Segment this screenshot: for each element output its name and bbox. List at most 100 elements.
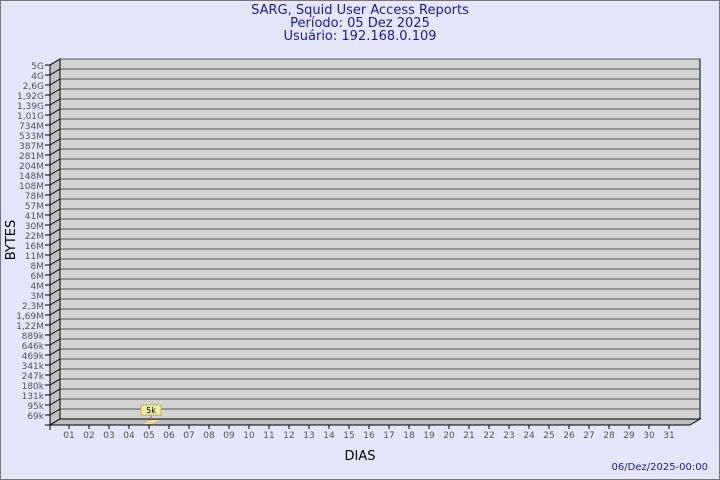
chart-subtitle-period: Período: 05 Dez 2025 bbox=[290, 16, 430, 31]
y-tick-label: 281M bbox=[19, 152, 44, 162]
y-tick-label: 148M bbox=[19, 172, 44, 182]
y-tick-label: 78M bbox=[25, 192, 44, 202]
x-tick-label: 24 bbox=[523, 431, 535, 441]
x-tick-label: 13 bbox=[303, 431, 314, 441]
y-tick-label: 180k bbox=[22, 382, 45, 392]
gridline-side bbox=[49, 158, 61, 166]
gridline-side bbox=[49, 338, 61, 346]
gridline-side bbox=[49, 298, 61, 306]
gridline-side bbox=[49, 148, 61, 156]
bar-day-05 bbox=[143, 420, 159, 424]
y-tick-label: 5G bbox=[31, 62, 44, 72]
y-tick-label: 533M bbox=[19, 132, 44, 142]
x-tick-label: 02 bbox=[83, 431, 94, 441]
y-tick-label: 8M bbox=[31, 262, 45, 272]
gridline-side bbox=[49, 138, 61, 146]
x-tick-label: 29 bbox=[623, 431, 635, 441]
y-tick-label: 69k bbox=[27, 412, 44, 422]
gridline-side bbox=[49, 358, 61, 366]
x-axis-label: DIAS bbox=[345, 449, 376, 464]
x-tick-label: 19 bbox=[423, 431, 435, 441]
y-tick-label: 247k bbox=[22, 372, 45, 382]
gridline-side bbox=[49, 198, 61, 206]
x-tick-label: 06 bbox=[163, 431, 175, 441]
chart-title: SARG, Squid User Access Reports bbox=[251, 3, 469, 18]
gridline-side bbox=[49, 228, 61, 236]
gridline-side bbox=[49, 168, 61, 176]
y-tick-label: 2,3M bbox=[22, 302, 44, 312]
gridline-side bbox=[49, 398, 61, 406]
y-tick-label: 1,69M bbox=[16, 312, 44, 322]
x-tick-label: 18 bbox=[403, 431, 415, 441]
y-tick-label: 108M bbox=[19, 182, 44, 192]
x-tick-label: 15 bbox=[343, 431, 354, 441]
y-tick-label: 469k bbox=[22, 352, 45, 362]
x-tick-label: 08 bbox=[203, 431, 215, 441]
x-tick-label: 30 bbox=[643, 431, 655, 441]
gridline-side bbox=[49, 178, 61, 186]
gridline-side bbox=[49, 238, 61, 246]
gridline-side bbox=[49, 388, 61, 396]
gridline-side bbox=[49, 128, 61, 136]
gridline-side bbox=[49, 98, 61, 106]
y-tick-label: 11M bbox=[25, 252, 44, 262]
y-tick-label: 57M bbox=[25, 202, 44, 212]
y-tick-label: 1,01G bbox=[17, 112, 44, 122]
x-tick-label: 27 bbox=[583, 431, 594, 441]
chart-subtitle-user: Usuário: 192.168.0.109 bbox=[283, 29, 437, 44]
gridline-side bbox=[49, 108, 61, 116]
y-tick-label: 387M bbox=[19, 142, 44, 152]
footer-timestamp: 06/Dez/2025-00:00 bbox=[612, 462, 708, 473]
y-tick-label: 131k bbox=[22, 392, 45, 402]
x-tick-label: 31 bbox=[663, 431, 674, 441]
x-tick-label: 20 bbox=[443, 431, 455, 441]
gridline-side bbox=[49, 68, 61, 76]
gridline-side bbox=[49, 368, 61, 376]
y-tick-label: 734M bbox=[19, 122, 44, 132]
gridline-side bbox=[49, 288, 61, 296]
gridline-side bbox=[49, 278, 61, 286]
data-label-box bbox=[140, 404, 162, 416]
y-axis-label: BYTES bbox=[4, 220, 19, 261]
x-tick-label: 11 bbox=[263, 431, 274, 441]
y-tick-label: 3M bbox=[31, 292, 45, 302]
gridline-side bbox=[49, 328, 61, 336]
x-tick-label: 12 bbox=[283, 431, 294, 441]
y-tick-label: 1,22M bbox=[16, 322, 44, 332]
data-label: 5k bbox=[146, 406, 156, 415]
gridline-side bbox=[49, 88, 61, 96]
x-tick-label: 28 bbox=[603, 431, 615, 441]
x-tick-label: 04 bbox=[123, 431, 135, 441]
x-tick-label: 10 bbox=[243, 431, 255, 441]
gridline-side bbox=[49, 378, 61, 386]
x-tick-label: 09 bbox=[223, 431, 235, 441]
x-tick-label: 25 bbox=[543, 431, 554, 441]
gridline-side bbox=[49, 268, 61, 276]
gridline-side bbox=[49, 188, 61, 196]
gridline-side bbox=[49, 248, 61, 256]
y-tick-label: 341k bbox=[22, 362, 45, 372]
x-tick-label: 03 bbox=[103, 431, 114, 441]
y-tick-label: 889k bbox=[22, 332, 45, 342]
gridline-side bbox=[49, 218, 61, 226]
gridline-side bbox=[49, 78, 61, 86]
y-tick-label: 1,92G bbox=[17, 92, 44, 102]
gridline-side bbox=[49, 208, 61, 216]
x-tick-label: 01 bbox=[63, 431, 74, 441]
x-tick-label: 23 bbox=[503, 431, 514, 441]
y-tick-label: 95k bbox=[27, 402, 44, 412]
gridline-side bbox=[49, 258, 61, 266]
gridline-side bbox=[49, 118, 61, 126]
x-tick-label: 21 bbox=[463, 431, 474, 441]
y-tick-label: 646k bbox=[22, 342, 45, 352]
x-tick-label: 05 bbox=[143, 431, 154, 441]
x-tick-label: 07 bbox=[183, 431, 194, 441]
y-tick-label: 4M bbox=[31, 282, 45, 292]
gridline-side bbox=[49, 58, 61, 66]
x-tick-label: 14 bbox=[323, 431, 335, 441]
x-tick-label: 22 bbox=[483, 431, 494, 441]
y-tick-label: 1,39G bbox=[17, 102, 44, 112]
y-tick-label: 204M bbox=[19, 162, 44, 172]
gridline-side bbox=[49, 348, 61, 356]
